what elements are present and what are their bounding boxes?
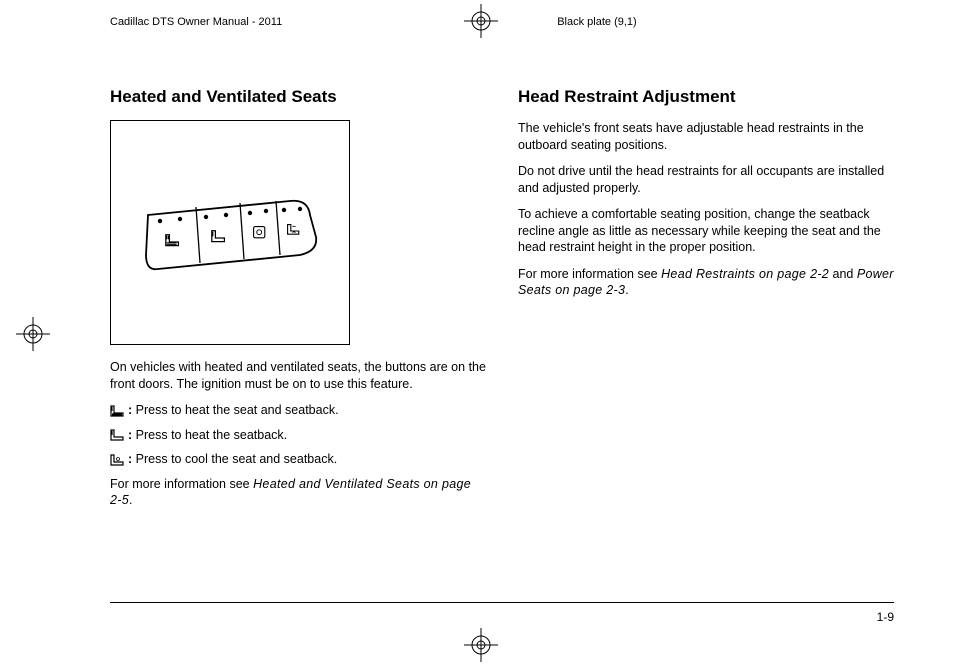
cool-seat-seatback-line: : Press to cool the seat and seatback. bbox=[110, 451, 486, 468]
page-number: 1-9 bbox=[877, 610, 894, 624]
registration-mark-top bbox=[464, 4, 498, 38]
left-column: Heated and Ventilated Seats bbox=[110, 86, 486, 519]
heated-seat-seatback-icon bbox=[110, 405, 124, 417]
heated-intro-text: On vehicles with heated and ventilated s… bbox=[110, 359, 486, 392]
heat-seat-seatback-text: : Press to heat the seat and seatback. bbox=[128, 402, 339, 419]
seat-buttons-figure bbox=[110, 120, 350, 345]
heated-more-info: For more information see Heated and Vent… bbox=[110, 476, 486, 509]
heated-ventilated-heading: Heated and Ventilated Seats bbox=[110, 86, 486, 108]
header-manual-title: Cadillac DTS Owner Manual - 2011 bbox=[110, 16, 282, 28]
header-plate-info: Black plate (9,1) bbox=[557, 16, 636, 28]
restraint-p2: Do not drive until the head restraints f… bbox=[518, 163, 894, 196]
cool-seat-seatback-text: : Press to cool the seat and seatback. bbox=[128, 451, 337, 468]
restraint-more-info: For more information see Head Restraints… bbox=[518, 266, 894, 299]
right-column: Head Restraint Adjustment The vehicle's … bbox=[518, 86, 894, 519]
head-restraints-ref: Head Restraints on page 2-2 bbox=[661, 267, 829, 281]
heat-seatback-line: : Press to heat the seatback. bbox=[110, 427, 486, 444]
heated-seatback-icon bbox=[110, 429, 124, 441]
restraint-p3: To achieve a comfortable seating positio… bbox=[518, 206, 894, 256]
restraint-p1: The vehicle's front seats have adjustabl… bbox=[518, 120, 894, 153]
registration-mark-bottom bbox=[464, 628, 498, 662]
page-content: Heated and Ventilated Seats bbox=[110, 86, 894, 519]
head-restraint-heading: Head Restraint Adjustment bbox=[518, 86, 894, 108]
registration-mark-left bbox=[16, 317, 50, 351]
cooled-seat-icon bbox=[110, 454, 124, 466]
footer-rule bbox=[110, 602, 894, 603]
heat-seat-seatback-line: : Press to heat the seat and seatback. bbox=[110, 402, 486, 419]
heat-seatback-text: : Press to heat the seatback. bbox=[128, 427, 287, 444]
